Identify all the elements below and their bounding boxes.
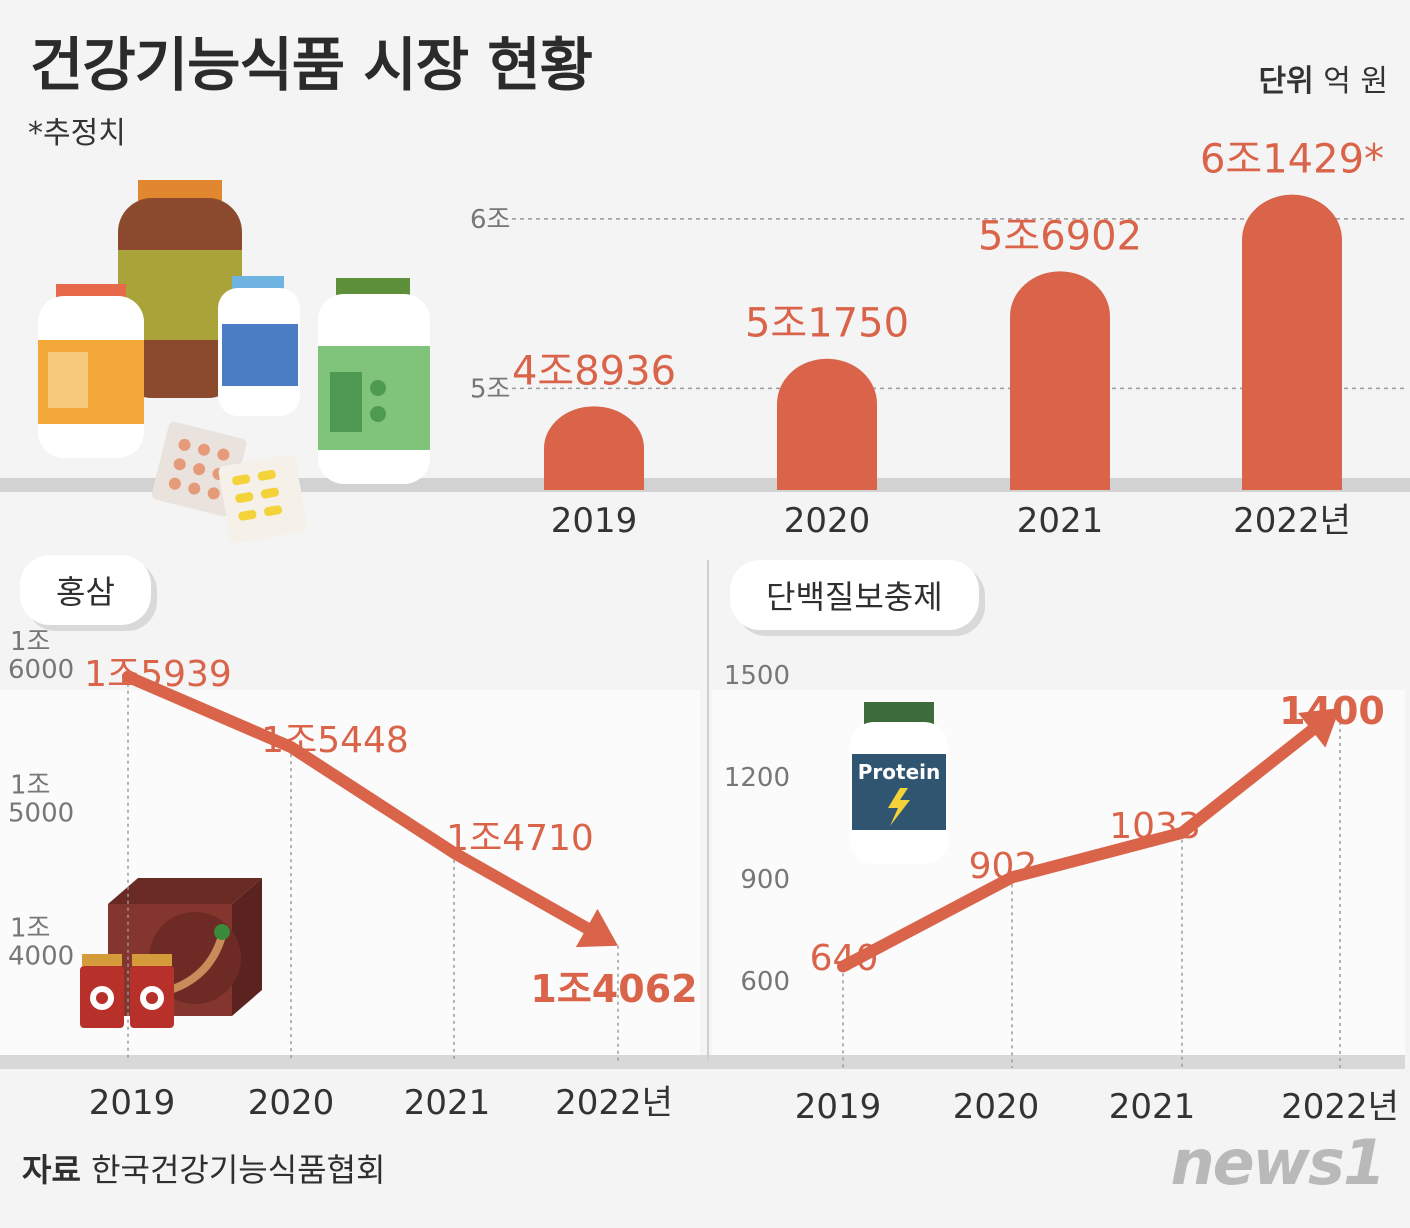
- protein-category-label: 2019: [795, 1087, 882, 1127]
- protein-value-label: 1400: [1279, 689, 1385, 733]
- line-chart-baseline: [0, 1055, 1405, 1069]
- unit-value: 억 원: [1323, 64, 1388, 99]
- protein-value-label: 902: [969, 846, 1038, 887]
- ginseng-value-label: 1조5939: [84, 654, 232, 695]
- bar-gridline-label: 6조: [470, 205, 510, 235]
- ginseng-ytick-label: 1조: [10, 627, 50, 657]
- protein-ytick-label: 1500: [724, 661, 790, 691]
- ginseng-category-label: 2022년: [555, 1083, 673, 1123]
- ginseng-arrowhead: [575, 908, 618, 948]
- bar-gridline-label: 5조: [470, 374, 510, 404]
- ginseng-category-label: 2019: [89, 1083, 176, 1123]
- protein-jar-icon: [850, 702, 948, 864]
- protein-ytick-label: 1200: [724, 763, 790, 793]
- protein-category-label: 2022년: [1281, 1087, 1399, 1127]
- ginseng-ytick-label: 1조: [10, 770, 50, 800]
- total-bar-category: 2020: [784, 501, 871, 541]
- protein-jar-label: Protein: [857, 760, 941, 784]
- ginseng-category-label: 2021: [404, 1083, 491, 1123]
- supplement-bottles-icon: [38, 180, 430, 544]
- total-bar-value: 5조1750: [745, 301, 909, 347]
- ginseng-ytick-label: 1조: [10, 914, 50, 944]
- ginseng-series-line: [122, 670, 602, 939]
- ginseng-ytick-label: 4000: [8, 942, 74, 972]
- ginseng-value-label: 1조4710: [446, 818, 594, 859]
- total-bar: [777, 358, 877, 490]
- section-divider: [707, 560, 709, 1060]
- protein-arrowhead: [1298, 708, 1340, 748]
- ginseng-section-label: 홍삼: [20, 555, 151, 625]
- ginseng-ytick-label: 5000: [8, 798, 74, 828]
- estimate-note: *추정치: [28, 116, 126, 151]
- page-title: 건강기능식품 시장 현황: [30, 31, 593, 99]
- total-bar-category: 2021: [1017, 501, 1104, 541]
- protein-category-label: 2021: [1109, 1087, 1196, 1127]
- protein-ytick-label: 600: [740, 967, 790, 997]
- unit-note: 단위 억 원: [1259, 56, 1389, 100]
- total-bar: [1242, 194, 1342, 490]
- ginseng-category-label: 2020: [248, 1083, 335, 1123]
- total-bar-value: 4조8936: [512, 348, 676, 394]
- source-label: 자료: [22, 1151, 81, 1189]
- protein-series-line: [837, 718, 1326, 973]
- protein-section-label: 단백질보충제: [730, 560, 979, 630]
- source-name: 한국건강기능식품협회: [91, 1151, 386, 1189]
- total-bar-category: 2019: [551, 501, 638, 541]
- ginseng-value-label: 1조5448: [261, 720, 409, 761]
- ginseng-ytick-label: 6000: [8, 655, 74, 685]
- protein-category-label: 2020: [953, 1087, 1040, 1127]
- red-ginseng-box-icon: [80, 878, 262, 1028]
- unit-label: 단위: [1258, 64, 1314, 99]
- protein-ytick-label: 900: [740, 865, 790, 895]
- protein-value-label: 640: [810, 938, 879, 979]
- source-note: 자료 한국건강기능식품협회: [22, 1145, 385, 1191]
- total-bar: [1010, 271, 1110, 490]
- total-bar-category: 2022년: [1233, 501, 1351, 541]
- protein-value-label: 1033: [1109, 806, 1201, 847]
- news1-logo: news1: [1170, 1126, 1386, 1199]
- total-bar-value: 6조1429*: [1200, 137, 1384, 183]
- total-bar-value: 5조6902: [978, 213, 1142, 259]
- total-bar: [544, 406, 644, 490]
- ginseng-value-label: 1조4062: [530, 967, 697, 1011]
